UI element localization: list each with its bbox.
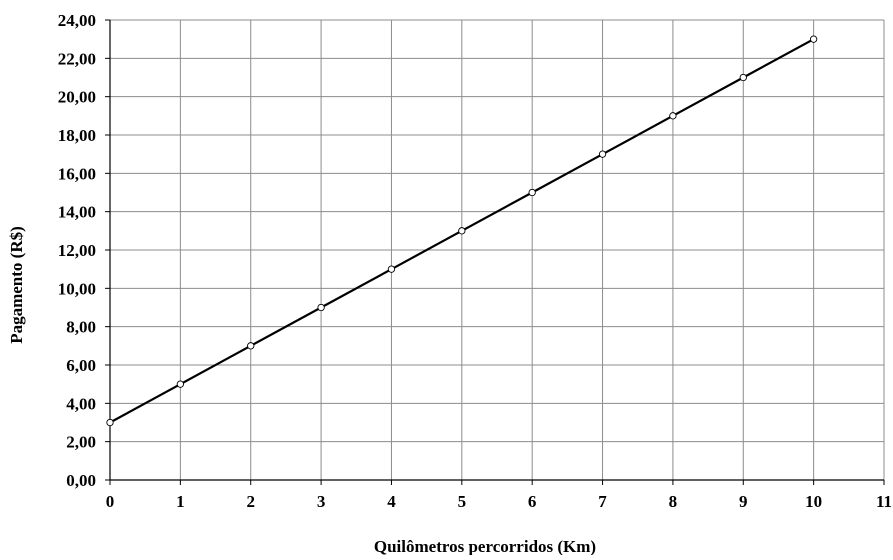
label-layer: 0 1 2 3 4 5 6 7 8 9 10 11 0,00 2,00 4,00 6,00 8,00 10,00 1… [58, 11, 892, 511]
x-tick-label: 10 [805, 492, 822, 511]
data-point [106, 418, 114, 427]
x-tick-label: 0 [106, 492, 115, 511]
x-tick-label: 3 [317, 492, 326, 511]
y-tick-label: 2,00 [66, 433, 96, 452]
data-point [669, 112, 677, 120]
x-tick-label: 4 [387, 492, 396, 511]
y-tick-label: 14,00 [58, 203, 96, 222]
y-tick-label: 18,00 [58, 126, 96, 145]
y-tick-label: 12,00 [58, 241, 96, 260]
data-point [458, 227, 466, 235]
x-tick-label: 1 [176, 492, 185, 511]
y-axis-title: Pagamento (R$) [7, 226, 26, 344]
x-tick-label: 2 [246, 492, 255, 511]
series-layer [106, 35, 818, 427]
grid-layer [110, 19, 885, 480]
y-tick-label: 0,00 [66, 471, 96, 490]
x-axis-title: Quilômetros percorridos (Km) [374, 537, 596, 555]
y-tick-label: 24,00 [58, 11, 96, 30]
y-tick-label: 10,00 [58, 279, 96, 298]
x-tick-label: 11 [876, 492, 892, 511]
x-tick-label: 7 [598, 492, 607, 511]
x-tick-label: 5 [458, 492, 467, 511]
y-tick-label: 22,00 [58, 49, 96, 68]
data-point [809, 35, 818, 43]
x-tick-label: 8 [669, 492, 678, 511]
data-point [739, 73, 747, 82]
data-point [176, 380, 185, 388]
data-point [247, 342, 255, 350]
x-tick-label: 6 [528, 492, 537, 511]
data-point [317, 303, 325, 312]
y-tick-label: 6,00 [66, 356, 96, 375]
data-point [528, 188, 536, 197]
y-tick-label: 8,00 [66, 318, 96, 337]
x-tick-label: 9 [739, 492, 748, 511]
data-point [387, 265, 396, 273]
y-tick-label: 16,00 [58, 164, 96, 183]
axis-layer [105, 19, 885, 485]
data-point [598, 150, 607, 158]
y-tick-label: 20,00 [58, 88, 96, 107]
y-tick-label: 4,00 [66, 394, 96, 413]
